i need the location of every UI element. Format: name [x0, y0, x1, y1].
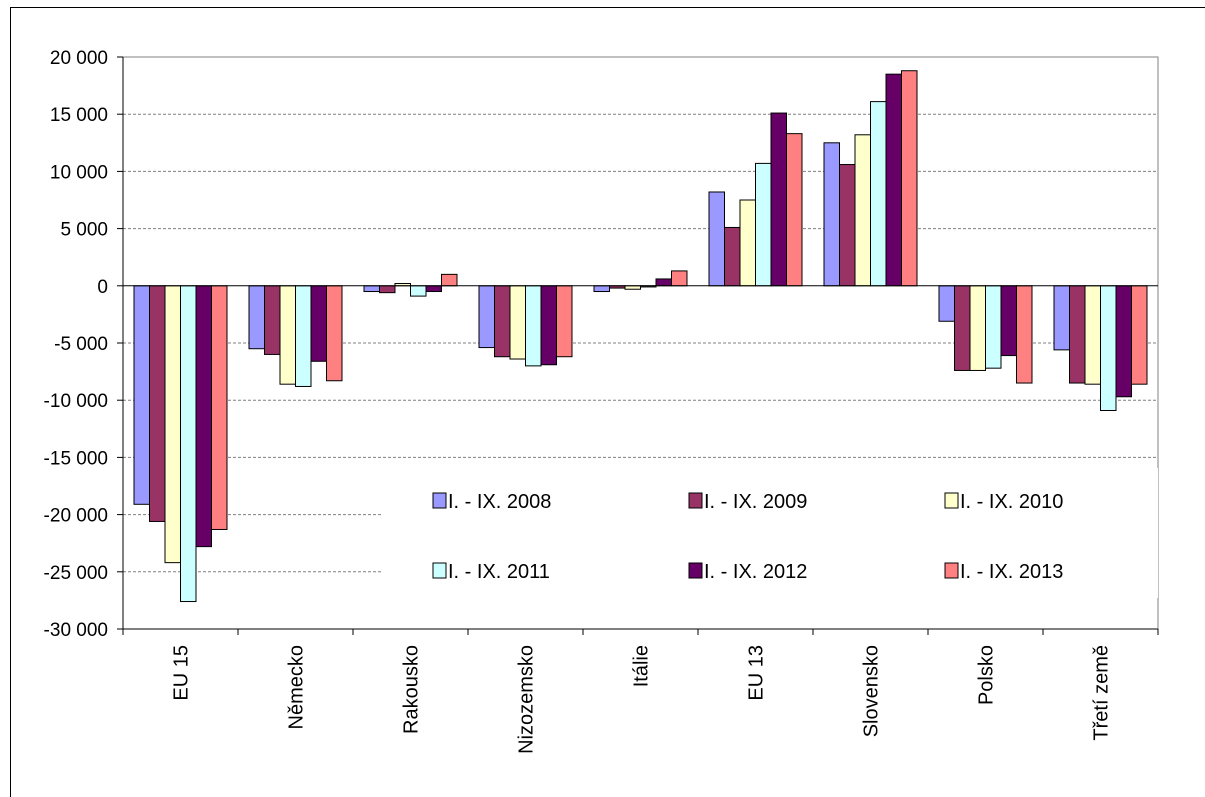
bar	[494, 285, 511, 358]
y-tick-label: 0	[97, 277, 108, 298]
legend-swatch	[432, 492, 447, 509]
bar	[180, 285, 197, 603]
bar	[954, 285, 971, 371]
category-label: Německo	[286, 645, 308, 729]
chart-frame	[10, 7, 1205, 797]
axes	[117, 56, 1159, 635]
category-label: EU 13	[746, 645, 768, 701]
legend-swatch	[688, 562, 703, 579]
bar	[671, 270, 688, 287]
bar	[164, 285, 181, 564]
category-label: Slovensko	[861, 645, 883, 737]
bar	[1131, 285, 1148, 385]
bar	[509, 285, 526, 360]
y-tick-label: -10 000	[44, 391, 108, 412]
bar	[624, 285, 641, 290]
bar	[839, 164, 856, 287]
category-label: Nizozemsko	[516, 645, 538, 754]
y-tick-label: 20 000	[50, 48, 108, 69]
bar	[279, 285, 296, 385]
bar	[655, 278, 672, 287]
bar	[938, 285, 955, 322]
bar	[326, 285, 343, 382]
y-tick-label: -25 000	[44, 563, 108, 584]
bar	[593, 285, 610, 293]
bar	[1053, 285, 1070, 351]
bar	[1084, 285, 1101, 385]
legend-label: I. - IX. 2013	[960, 561, 1063, 583]
legend-box	[383, 468, 1158, 598]
bar	[295, 285, 312, 387]
legend-label: I. - IX. 2008	[448, 491, 551, 513]
bar	[823, 142, 840, 287]
bar	[1016, 285, 1033, 384]
y-tick-label: -20 000	[44, 506, 108, 527]
category-labels: EU 15 Německo Rakousko Nizozemsko Itálie EU 1…	[171, 645, 1113, 754]
bar	[739, 199, 756, 287]
bar	[901, 70, 918, 287]
bar	[149, 285, 166, 522]
bar	[755, 162, 772, 287]
bar	[478, 285, 495, 349]
bar	[854, 134, 871, 287]
bar	[363, 285, 380, 293]
legend-swatch	[944, 492, 959, 509]
bar	[985, 285, 1002, 369]
category-label: Třetí země	[1091, 645, 1113, 741]
bar	[133, 285, 150, 505]
bar	[885, 73, 902, 287]
y-tick-label: -5 000	[54, 334, 108, 355]
y-tick-label: -30 000	[44, 620, 108, 641]
bar	[525, 285, 542, 367]
y-tick-labels: 20 000 15 000 10 000 5 000 0 -5 000 -10 000 -15…	[44, 48, 108, 641]
bar	[310, 285, 327, 362]
legend-swatch	[688, 492, 703, 509]
bar	[1000, 285, 1017, 357]
bar	[770, 112, 787, 287]
bar	[540, 285, 557, 366]
bar	[211, 285, 228, 530]
bar	[1069, 285, 1086, 384]
bar	[969, 285, 986, 371]
legend: I. - IX. 2008 I. - IX. 2009 I. - IX. 2010 I…	[383, 468, 1158, 598]
y-tick-label: 10 000	[50, 162, 108, 183]
bars	[133, 70, 1148, 603]
bar	[1100, 285, 1117, 411]
category-label: Rakousko	[401, 645, 423, 734]
bar	[1115, 285, 1132, 398]
bar	[708, 191, 725, 287]
legend-label: I. - IX. 2012	[704, 561, 807, 583]
y-tick-label: 5 000	[60, 220, 108, 241]
legend-swatch	[432, 562, 447, 579]
bar	[195, 285, 212, 548]
legend-label: I. - IX. 2009	[704, 491, 807, 513]
bar	[425, 285, 442, 293]
bar	[870, 101, 887, 287]
bar	[786, 133, 803, 287]
bar	[264, 285, 281, 355]
bar	[724, 226, 741, 287]
category-label: EU 15	[171, 645, 193, 701]
legend-swatch	[944, 562, 959, 579]
y-tick-label: 15 000	[50, 105, 108, 126]
legend-label: I. - IX. 2011	[448, 561, 550, 583]
bar	[410, 285, 427, 297]
bar	[379, 285, 396, 294]
bar	[556, 285, 573, 358]
y-tick-label: -15 000	[44, 448, 108, 469]
bar	[441, 273, 458, 287]
category-label: Polsko	[976, 645, 998, 705]
legend-label: I. - IX. 2010	[960, 491, 1063, 513]
bar	[248, 285, 265, 350]
category-label: Itálie	[631, 645, 653, 687]
